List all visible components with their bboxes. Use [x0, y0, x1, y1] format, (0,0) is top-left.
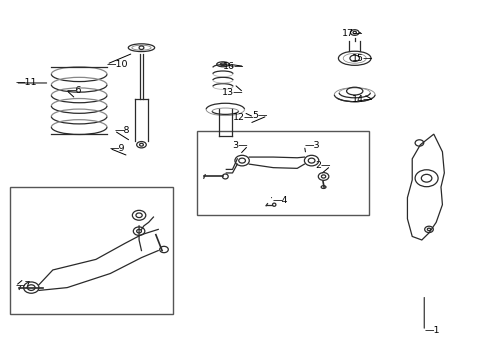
Text: 3—: 3—	[232, 141, 248, 150]
Text: 13—: 13—	[222, 88, 243, 97]
Text: —4: —4	[272, 196, 287, 205]
Text: —10: —10	[106, 60, 128, 69]
Bar	[10, 187, 172, 314]
Text: 5—: 5—	[251, 111, 267, 120]
Text: —7: —7	[16, 282, 31, 290]
Text: 2—: 2—	[315, 161, 330, 170]
Text: —6: —6	[66, 86, 81, 95]
Text: 14—: 14—	[351, 95, 372, 104]
Text: 12—: 12—	[232, 113, 254, 122]
Text: —8: —8	[114, 126, 129, 135]
Text: —1: —1	[424, 327, 439, 336]
Text: 17—: 17—	[341, 29, 363, 38]
Text: —9: —9	[109, 144, 124, 153]
Text: 16—: 16—	[223, 62, 244, 71]
Text: —11: —11	[16, 78, 37, 87]
Text: 15—: 15—	[351, 54, 372, 63]
Bar	[196, 131, 368, 215]
Text: —3: —3	[304, 141, 319, 150]
